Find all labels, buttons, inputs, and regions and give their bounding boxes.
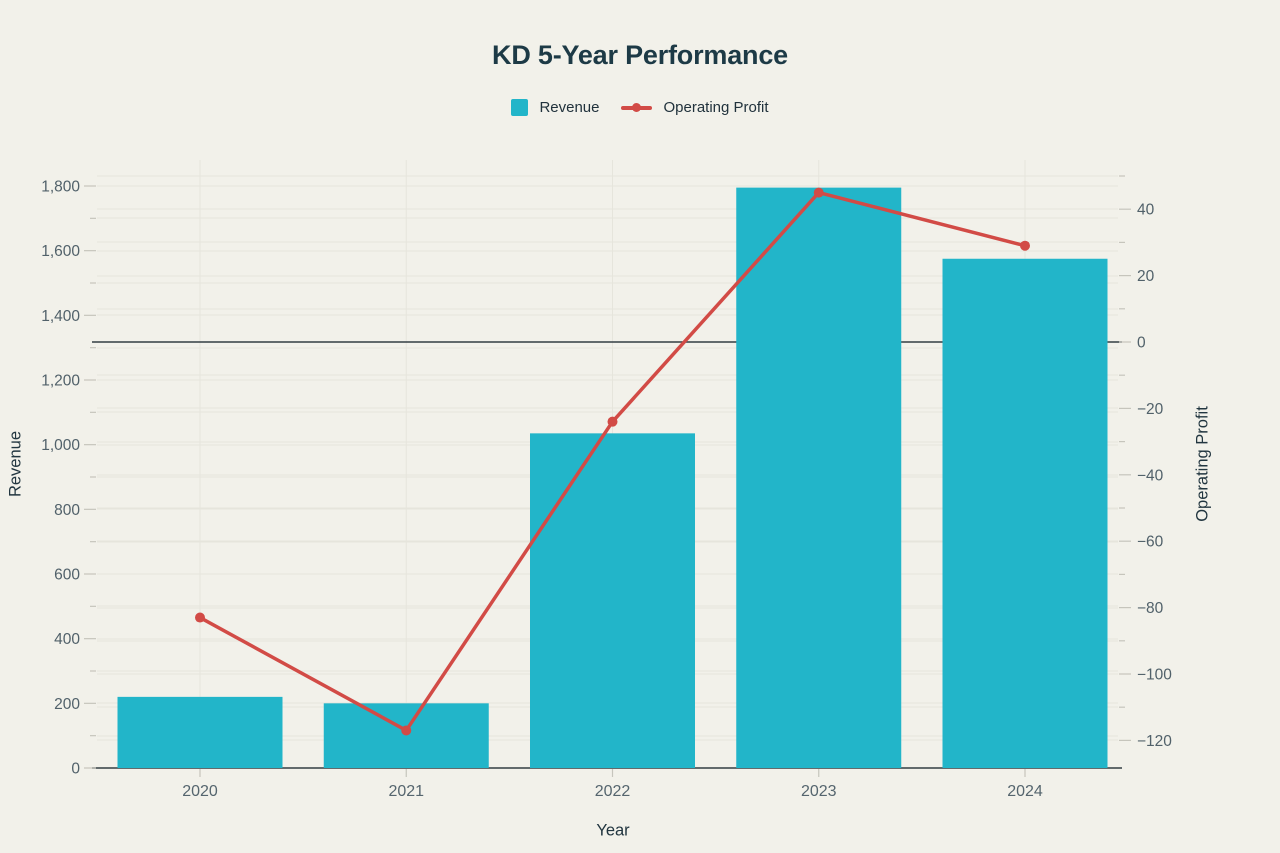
- left-axis-tick-label: 1,200: [41, 373, 80, 390]
- left-axis-tick-label: 1,800: [41, 179, 80, 196]
- legend-item-revenue[interactable]: Revenue: [511, 99, 599, 116]
- chart-legend: Revenue Operating Profit: [0, 99, 1280, 116]
- left-axis-tick-label: 400: [54, 631, 80, 648]
- operating-profit-point-2020[interactable]: [195, 612, 205, 623]
- left-axis-tick-label: 600: [54, 567, 80, 584]
- legend-label-operating-profit: Operating Profit: [663, 99, 769, 116]
- left-axis-tick-label: 0: [71, 761, 80, 778]
- right-axis-tick-label: −80: [1137, 600, 1164, 617]
- left-axis-tick-label: 800: [54, 502, 80, 519]
- operating-profit-point-2023[interactable]: [813, 187, 824, 198]
- x-axis-title: Year: [596, 821, 630, 840]
- x-axis-tick-label-2022: 2022: [595, 783, 631, 800]
- revenue-bar-2022[interactable]: [530, 433, 695, 768]
- x-axis-tick-label-2024: 2024: [1007, 783, 1043, 800]
- x-axis-tick-label-2023: 2023: [801, 783, 837, 800]
- right-axis-tick-label: 40: [1137, 202, 1155, 219]
- right-axis-tick-label: 0: [1137, 335, 1146, 352]
- operating-profit-point-2021[interactable]: [401, 725, 412, 736]
- right-axis-title: Operating Profit: [1193, 406, 1212, 522]
- x-axis-tick-label-2020: 2020: [182, 783, 218, 800]
- revenue-bar-2023[interactable]: [736, 187, 902, 768]
- right-axis-tick-label: −20: [1137, 401, 1164, 418]
- left-axis-tick-label: 1,600: [41, 243, 80, 260]
- left-axis-tick-label: 1,000: [41, 437, 80, 454]
- left-axis-tick-label: 200: [54, 696, 80, 713]
- right-axis-tick-label: −100: [1137, 667, 1172, 684]
- revenue-bar-2020[interactable]: [117, 696, 283, 768]
- operating-profit-point-2022[interactable]: [607, 416, 618, 427]
- chart-title: KD 5-Year Performance: [492, 40, 788, 70]
- revenue-bar-2024[interactable]: [942, 258, 1108, 768]
- legend-label-revenue: Revenue: [539, 99, 600, 116]
- operating-profit-point-2024[interactable]: [1020, 240, 1030, 251]
- x-axis-tick-label-2021: 2021: [388, 783, 424, 800]
- left-axis-title: Revenue: [6, 430, 25, 498]
- right-axis-tick-label: −60: [1137, 534, 1164, 551]
- right-axis-tick-label: 20: [1137, 268, 1155, 285]
- left-axis-tick-label: 1,400: [41, 308, 80, 325]
- legend-item-operating-profit[interactable]: Operating Profit: [621, 99, 769, 116]
- right-axis-tick-label: −120: [1137, 733, 1172, 750]
- revenue-swatch-icon: [511, 99, 529, 116]
- operating-profit-line-icon: [621, 99, 653, 116]
- revenue-bar-2021[interactable]: [323, 703, 489, 768]
- right-axis-tick-label: −40: [1137, 467, 1164, 484]
